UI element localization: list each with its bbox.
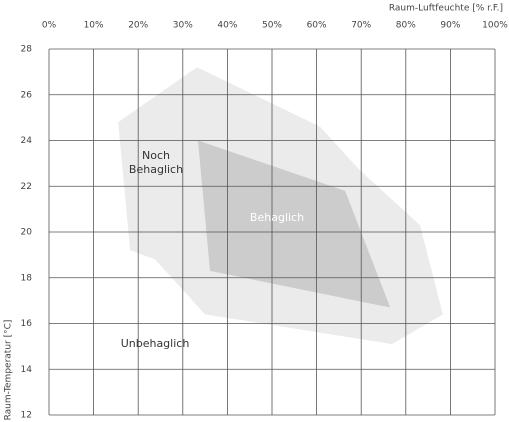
x-tick-label: 50% (262, 21, 282, 31)
x-tick-label: 60% (307, 21, 327, 31)
x-axis-title: Raum-Luftfeuchte [% r.F.] (389, 4, 503, 14)
y-tick-label: 18 (21, 273, 33, 283)
y-tick-label: 16 (21, 319, 33, 329)
y-tick-label: 26 (21, 90, 33, 100)
x-tick-label: 30% (173, 21, 193, 31)
x-tick-label: 20% (128, 21, 148, 31)
y-tick-label: 24 (21, 136, 33, 146)
x-tick-label: 0% (42, 21, 57, 31)
annotation: Unbehaglich (120, 337, 190, 350)
x-tick-label: 40% (217, 21, 237, 31)
y-tick-label: 12 (21, 411, 32, 421)
x-tick-label: 100% (482, 21, 508, 31)
y-tick-label: 14 (21, 365, 33, 375)
y-tick-label: 28 (21, 45, 33, 55)
zone-label: Noch Behaglich (128, 149, 184, 176)
x-tick-label: 80% (396, 21, 416, 31)
x-tick-label: 10% (84, 21, 104, 31)
zone (197, 140, 391, 308)
x-tick-label: 90% (440, 21, 460, 31)
y-axis-title: Raum-Temperatur [°C] (4, 320, 14, 421)
y-tick-label: 20 (21, 228, 33, 238)
zone-label: Behaglich (249, 211, 305, 224)
y-tick-label: 22 (21, 182, 32, 192)
x-tick-label: 70% (351, 21, 371, 31)
